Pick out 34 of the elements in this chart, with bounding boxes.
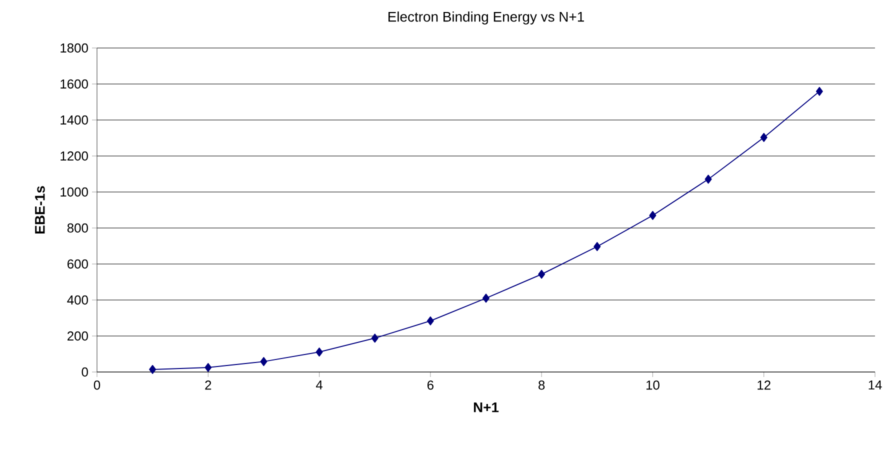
y-tick-label: 1400: [60, 115, 88, 125]
y-tick-label: 1800: [60, 43, 88, 53]
chart-title: Electron Binding Energy vs N+1: [388, 11, 584, 24]
x-tick-label: 14: [868, 380, 882, 390]
x-tick-label: 8: [538, 380, 545, 390]
y-tick-label: 1200: [60, 151, 88, 161]
point: [816, 86, 823, 96]
point: [482, 294, 490, 303]
x-tick-label: 2: [205, 380, 212, 390]
point: [649, 210, 656, 220]
y-tick-label: 1600: [60, 79, 88, 89]
y-tick-label: 400: [67, 295, 88, 305]
point: [316, 348, 323, 357]
x-tick-label: 0: [94, 380, 100, 390]
x-tick-label: 10: [646, 380, 660, 390]
point: [260, 357, 268, 366]
x-tick-label: 12: [758, 380, 770, 390]
y-tick-label: 600: [68, 259, 88, 269]
point: [149, 364, 156, 374]
y-tick-label: 0: [82, 367, 88, 377]
y-tick-label: 1000: [60, 187, 88, 197]
point: [704, 174, 712, 184]
y-axis-title: EBE-1s: [35, 186, 45, 234]
y-tick-label: 800: [67, 223, 88, 233]
point: [594, 242, 601, 252]
point: [426, 316, 434, 326]
y-tick-label: 200: [68, 331, 88, 341]
point: [204, 363, 212, 372]
x-tick-label: 4: [316, 380, 323, 390]
x-axis-title: N+1: [474, 402, 499, 412]
x-tick-label: 6: [427, 380, 434, 390]
point: [760, 132, 768, 142]
point: [538, 270, 546, 279]
point: [371, 334, 378, 343]
